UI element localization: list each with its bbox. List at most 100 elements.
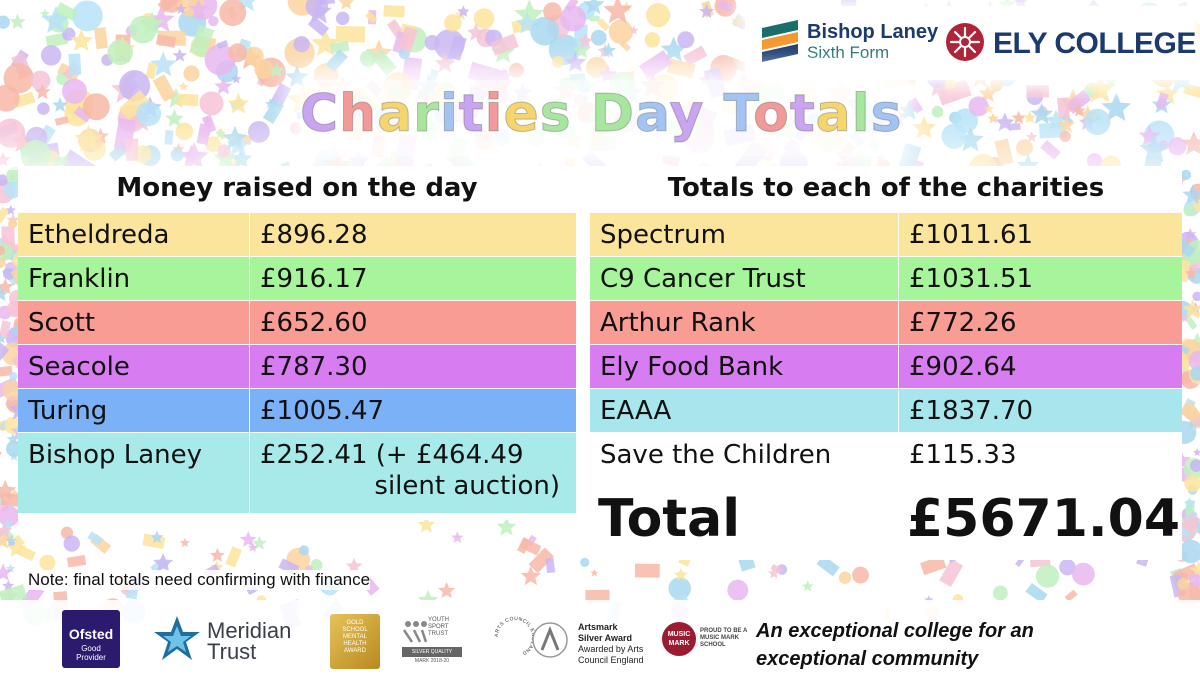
confetti-piece	[838, 571, 852, 584]
row-value: £772.26	[898, 301, 1182, 345]
money-raised-table: Money raised on the day Etheldreda £896.2…	[18, 166, 576, 520]
tagline-line-1: An exceptional college for an	[756, 620, 1034, 642]
finance-note: Note: final totals need confirming with …	[28, 570, 371, 590]
silver-quality-year: MARK 2018-20	[414, 658, 450, 664]
title-letter: o	[753, 84, 790, 145]
confetti-piece	[1190, 415, 1200, 429]
confetti-piece	[1179, 539, 1200, 564]
confetti-piece	[1192, 291, 1200, 302]
title-letter	[572, 84, 591, 144]
title-letter: s	[539, 84, 572, 145]
table-row: Ely Food Bank £902.64	[590, 344, 1182, 389]
confetti-piece	[1181, 511, 1200, 531]
confetti-piece	[87, 531, 104, 546]
meridian-star-icon	[154, 616, 200, 660]
confetti-piece	[1180, 169, 1192, 181]
confetti-piece	[545, 557, 556, 574]
page-title: Charities Day Totals	[299, 76, 903, 152]
mental-health-gold-badge	[330, 614, 380, 669]
table-row: Bishop Laney £252.41 (+ £464.49 silent auc…	[18, 432, 576, 513]
bishop-laney-logo-icon	[762, 20, 798, 62]
confetti-piece	[0, 245, 5, 256]
artsmark-award: Silver Award	[578, 633, 633, 643]
confetti-piece	[0, 584, 28, 606]
bishop-laney-sub: Sixth Form	[807, 43, 890, 62]
confetti-piece	[1188, 350, 1200, 372]
confetti-piece	[816, 554, 840, 577]
arts-council-logo-icon: ARTS COUNCIL ENGLAND	[494, 616, 536, 656]
confetti-piece	[673, 567, 688, 581]
confetti-piece	[0, 320, 11, 338]
confetti-piece	[13, 244, 19, 253]
row-value: £916.17	[249, 257, 576, 301]
confetti-piece	[668, 577, 692, 600]
table-row: C9 Cancer Trust £1031.51	[590, 256, 1182, 301]
bishop-laney-name: Bishop Laney	[807, 21, 939, 43]
confetti-piece	[1177, 578, 1189, 590]
table-row: Arthur Rank £772.26	[590, 300, 1182, 345]
confetti-piece	[1182, 298, 1200, 319]
confetti-piece	[0, 235, 9, 244]
confetti-piece	[0, 174, 9, 186]
confetti-piece	[438, 581, 456, 599]
title-letter: a	[815, 84, 852, 145]
confetti-piece	[767, 567, 780, 579]
confetti-piece	[1182, 184, 1200, 205]
confetti-piece	[150, 530, 164, 544]
confetti-piece	[580, 557, 590, 567]
row-value: £787.30	[249, 345, 576, 389]
title-letter: D	[590, 84, 635, 145]
charity-totals-table: Totals to each of the charities Spectrum…	[590, 166, 1182, 560]
row-name: C9 Cancer Trust	[600, 264, 806, 294]
row-name: Arthur Rank	[600, 308, 756, 338]
row-name: Ely Food Bank	[600, 352, 784, 382]
table-row: Franklin £916.17	[18, 256, 576, 301]
confetti-piece	[5, 535, 18, 547]
artsmark-title: Artsmark	[578, 622, 618, 632]
confetti-piece	[345, 557, 363, 574]
confetti-piece	[1186, 317, 1198, 330]
confetti-piece	[1184, 266, 1198, 279]
confetti-piece	[1059, 558, 1076, 576]
confetti-piece	[1025, 582, 1048, 604]
tagline-line-2: exceptional community	[756, 648, 979, 670]
ofsted-sub: Good Provider	[76, 644, 106, 662]
charity-totals-header: Totals to each of the charities	[667, 173, 1105, 203]
footer-band	[0, 600, 1200, 675]
title-letter: e	[503, 84, 540, 145]
confetti-piece	[1189, 459, 1200, 472]
row-value-line-1: £252.41 (+ £464.49	[260, 440, 524, 470]
row-value: £902.64	[898, 345, 1182, 389]
college-tagline: An exceptional college for an exceptiona…	[756, 617, 1034, 673]
confetti-piece	[1072, 562, 1095, 586]
artsmark-a-icon	[532, 622, 568, 658]
title-letter: r	[413, 84, 440, 145]
confetti-piece	[1194, 542, 1200, 554]
music-mark-proud-text: PROUD TO BE A MUSIC MARK SCHOOL	[700, 628, 748, 648]
row-name: Save the Children	[600, 440, 832, 470]
confetti-piece	[590, 568, 599, 577]
confetti-piece	[727, 579, 749, 601]
row-value: £1031.51	[898, 257, 1182, 301]
table-row: Seacole £787.30	[18, 344, 576, 389]
confetti-piece	[179, 537, 190, 548]
title-letter: s	[870, 84, 903, 145]
title-letter: C	[299, 84, 340, 145]
table-row: Etheldreda £896.28	[18, 212, 576, 257]
confetti-piece	[992, 585, 1008, 601]
confetti-piece	[634, 563, 660, 578]
confetti-piece	[520, 565, 541, 586]
confetti-piece	[5, 204, 16, 215]
youth-sport-trust-text: YOUTH SPORT TRUST	[428, 617, 449, 637]
row-name: Franklin	[28, 264, 131, 294]
confetti-piece	[0, 257, 7, 273]
confetti-piece	[1178, 571, 1189, 580]
confetti-piece	[247, 542, 258, 552]
confetti-piece	[1183, 497, 1196, 509]
title-letter: T	[723, 84, 754, 145]
money-raised-header: Money raised on the day	[116, 173, 478, 203]
table-row: EAAA £1837.70	[590, 388, 1182, 433]
confetti-piece	[1190, 366, 1200, 381]
meridian-sub: Trust	[207, 639, 257, 664]
